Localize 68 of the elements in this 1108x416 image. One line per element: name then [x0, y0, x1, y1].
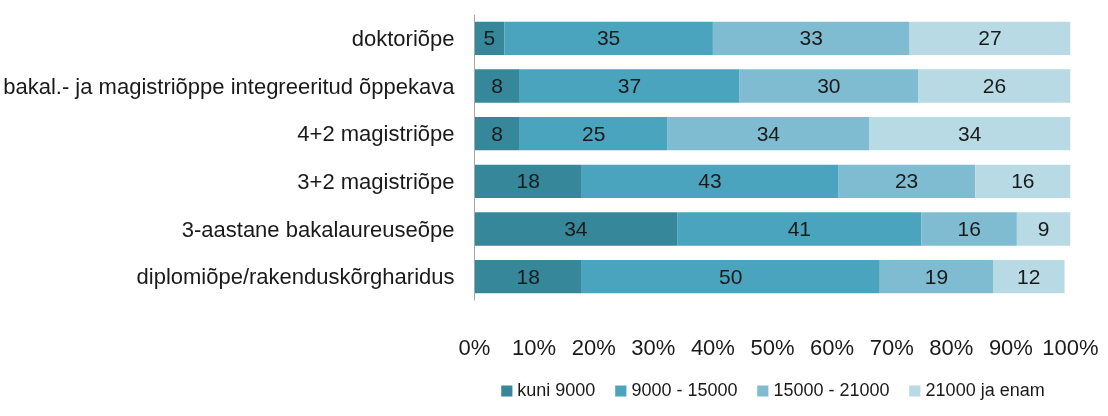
- bar: [474, 259, 582, 294]
- bar: [869, 116, 1071, 151]
- legend-label: 9000 - 15000: [631, 379, 738, 401]
- data-label: 5: [483, 26, 496, 50]
- data-label: 18: [516, 169, 540, 193]
- x-tick-label: 30%: [631, 334, 676, 360]
- data-label: 26: [982, 74, 1007, 97]
- legend-label: 15000 - 21000: [773, 379, 890, 401]
- data-label: 33: [799, 26, 823, 50]
- data-label: 16: [1011, 169, 1035, 193]
- bar: [1016, 212, 1071, 246]
- x-tick-label: 90%: [988, 334, 1033, 360]
- bar: [712, 21, 910, 56]
- bar: [519, 116, 668, 151]
- x-tick-label: 60%: [810, 334, 855, 360]
- data-label: 19: [924, 264, 949, 288]
- data-label: 34: [564, 217, 588, 240]
- bar: [909, 21, 1071, 56]
- bar: [993, 259, 1065, 294]
- bar: [474, 164, 582, 199]
- data-label: 18: [516, 264, 540, 288]
- data-label: 35: [596, 26, 621, 50]
- y-tick-label: 3-aastane bakalaureuseõpe: [181, 216, 455, 242]
- data-label: 8: [491, 121, 503, 145]
- data-label: 23: [894, 169, 919, 193]
- bar: [667, 116, 870, 151]
- data-label: 12: [1017, 264, 1041, 288]
- data-label: 50: [719, 264, 743, 288]
- y-tick-label: bakal.- ja magistriõppe integreeritud õppekava: [3, 73, 456, 99]
- data-label: 41: [787, 217, 811, 240]
- x-tick-label: 10%: [512, 334, 557, 360]
- bar: [739, 69, 919, 103]
- x-tick-label: 50%: [750, 334, 795, 360]
- bar: [975, 164, 1071, 199]
- y-tick-label: doktoriõpe: [351, 25, 455, 51]
- bar: [519, 69, 740, 103]
- bar: [581, 164, 839, 199]
- y-tick-label: 4+2 magistriõpe: [297, 121, 455, 147]
- data-label: 27: [978, 26, 1002, 50]
- bar: [879, 259, 994, 294]
- x-tick-label: 40%: [690, 334, 735, 360]
- data-label: 43: [698, 169, 722, 193]
- x-tick-label: 70%: [869, 334, 914, 360]
- legend-label: kuni 9000: [517, 379, 596, 401]
- data-label: 34: [756, 121, 781, 145]
- data-label: 25: [582, 121, 606, 145]
- bar: [677, 212, 922, 246]
- x-tick-label: 100%: [1042, 334, 1099, 360]
- x-tick-label: 20%: [571, 334, 616, 360]
- bar: [838, 164, 976, 199]
- bar: [474, 69, 520, 103]
- bar: [921, 212, 1017, 246]
- bar: [581, 259, 880, 294]
- legend-label: 21000 ja enam: [925, 379, 1045, 401]
- y-tick-label: diplomiõpe/rakenduskõrgharidus: [136, 264, 455, 290]
- data-label: 30: [817, 74, 841, 97]
- y-tick-label: 3+2 magistriõpe: [297, 168, 455, 194]
- data-label: 34: [958, 121, 982, 145]
- data-label: 37: [617, 74, 642, 97]
- bar: [504, 21, 713, 56]
- data-label: 8: [491, 74, 503, 97]
- data-label: 9: [1037, 217, 1050, 240]
- bar: [474, 212, 678, 246]
- x-tick-label: 80%: [929, 334, 974, 360]
- data-label: 16: [957, 217, 981, 240]
- bar: [918, 69, 1071, 103]
- x-tick-label: 0%: [458, 334, 491, 360]
- bar: [474, 116, 520, 151]
